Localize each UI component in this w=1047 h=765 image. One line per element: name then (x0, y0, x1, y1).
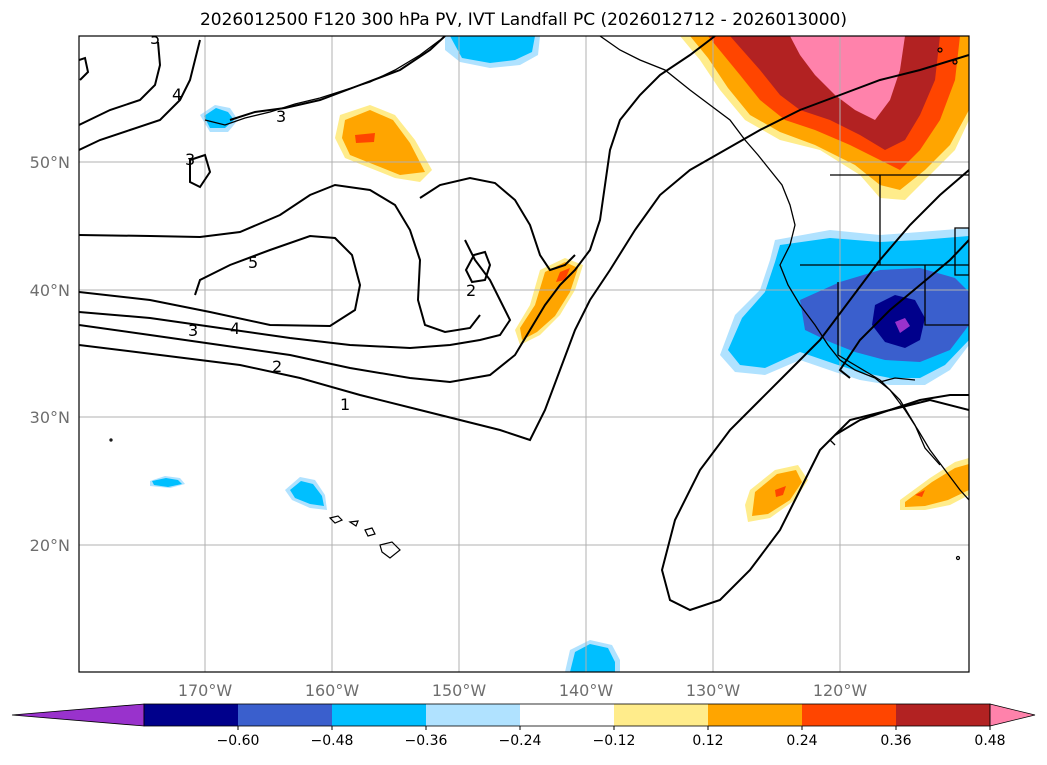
colorbar-tick-label: −0.12 (593, 733, 636, 749)
colorbar-swatch (144, 704, 239, 726)
colorbar-swatch (520, 704, 615, 726)
colorbar-tick-label: 0.12 (692, 733, 723, 749)
lon-label-170w: 170°W (178, 681, 233, 700)
negative-shading-other (150, 36, 620, 672)
contour-label-3c: 3 (185, 150, 195, 169)
map-panel: 1 2 3 4 5 2 3 3 4 5 (79, 29, 969, 672)
colorbar-swatch (896, 704, 991, 726)
pv-contour-labels: 1 2 3 4 5 2 3 3 4 5 (150, 29, 476, 414)
lat-label-30n: 30°N (30, 408, 70, 427)
contour-label-5: 5 (248, 253, 258, 272)
colorbar-tick-label: −0.60 (217, 733, 260, 749)
colorbar-swatch (426, 704, 521, 726)
colorbar-extend-max (989, 703, 1036, 727)
colorbar-swatch (238, 704, 333, 726)
coastlines (204, 36, 969, 501)
colorbar: −0.60 −0.48 −0.36 −0.24 −0.12 0.12 0.24 0.36 0.4… (11, 703, 1036, 749)
positive-shading-subtropics (745, 458, 969, 522)
lon-label-130w: 130°W (686, 681, 741, 700)
positive-shading-northwest (680, 36, 969, 200)
colorbar-extend-min (11, 703, 145, 727)
colorbar-frame (143, 703, 991, 727)
lon-tick-labels: 170°W 160°W 150°W 140°W 130°W 120°W (178, 681, 868, 700)
colorbar-swatch (708, 704, 803, 726)
lat-label-40n: 40°N (30, 281, 70, 300)
colorbar-tick-label: −0.36 (405, 733, 448, 749)
colorbar-swatch (332, 704, 427, 726)
contour-label-2: 2 (272, 357, 282, 376)
lon-label-120w: 120°W (813, 681, 868, 700)
contour-label-3: 3 (188, 321, 198, 340)
contour-label-4: 4 (230, 319, 240, 338)
gridlines (79, 36, 969, 672)
colorbar-swatch (614, 704, 709, 726)
contour-label-5b: 5 (150, 29, 160, 48)
contour-label-1: 1 (340, 395, 350, 414)
colorbar-swatch (802, 704, 897, 726)
colorbar-tick-label: 0.36 (880, 733, 911, 749)
colorbar-tick-label: −0.24 (499, 733, 542, 749)
pv-contours (79, 36, 969, 612)
colorbar-tick-label: 0.24 (786, 733, 817, 749)
lat-label-20n: 20°N (30, 536, 70, 555)
colorbar-tick-label: 0.48 (974, 733, 1005, 749)
lat-tick-labels: 50°N 40°N 30°N 20°N (30, 153, 70, 555)
map-title: 2026012500 F120 300 hPa PV, IVT Landfall… (199, 10, 847, 30)
map-frame (78, 35, 970, 673)
contour-label-3b: 3 (276, 107, 286, 126)
contour-label-2b: 2 (466, 281, 476, 300)
contour-label-4b: 4 (172, 85, 182, 104)
lon-label-140w: 140°W (559, 681, 614, 700)
lon-label-150w: 150°W (432, 681, 487, 700)
colorbar-tick-label: −0.48 (311, 733, 354, 749)
lon-label-160w: 160°W (305, 681, 360, 700)
lat-label-50n: 50°N (30, 153, 70, 172)
